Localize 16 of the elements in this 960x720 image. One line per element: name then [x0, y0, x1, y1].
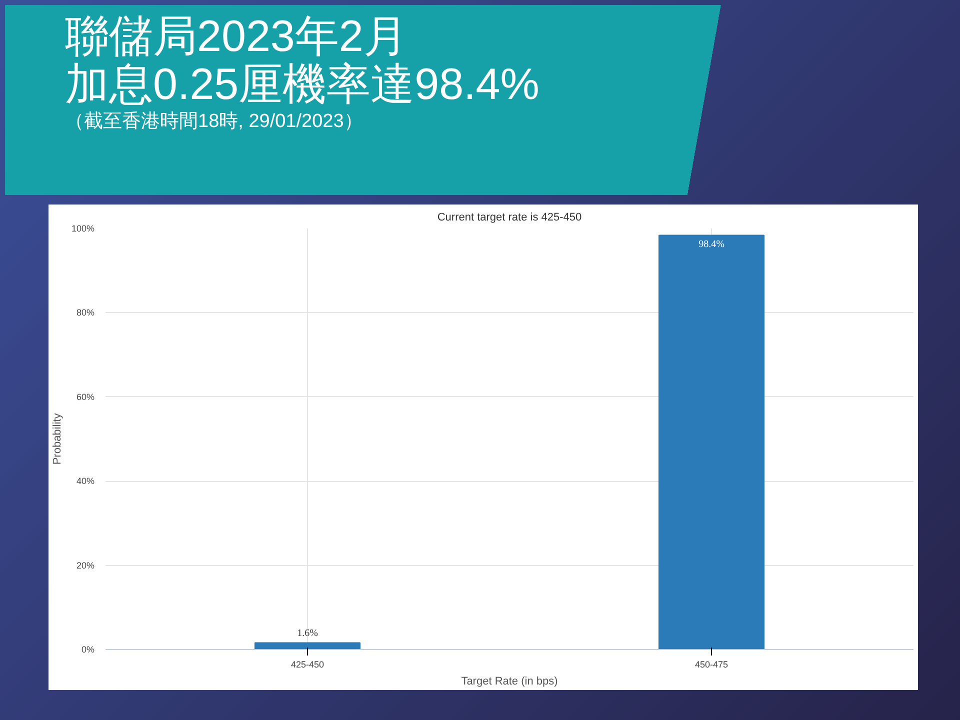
- y-tick-label: 0%: [81, 644, 95, 654]
- y-tick-label: 100%: [71, 224, 95, 234]
- chart-title: 聯儲局2023年2月: [65, 12, 408, 61]
- y-tick-label: 20%: [76, 560, 94, 570]
- data-label: 1.6%: [297, 628, 318, 639]
- y-tick-label: 80%: [76, 308, 94, 318]
- x-tick-label: 425-450: [290, 660, 324, 670]
- y-tick-label: 60%: [76, 392, 94, 402]
- x-axis-title: Target Rate (in bps): [461, 676, 558, 688]
- data-label: 98.4%: [698, 239, 724, 250]
- text: Current target rate is 425-450: [437, 212, 582, 224]
- x-tick-label: 450-475: [694, 660, 728, 670]
- text: （截至香港時間18時, 29/01/2023）: [65, 110, 364, 133]
- chart-subtitle: 加息0.25厘機率達98.4%: [65, 60, 540, 110]
- y-axis-title: Probability: [51, 412, 64, 465]
- y-tick-label: 40%: [76, 476, 94, 486]
